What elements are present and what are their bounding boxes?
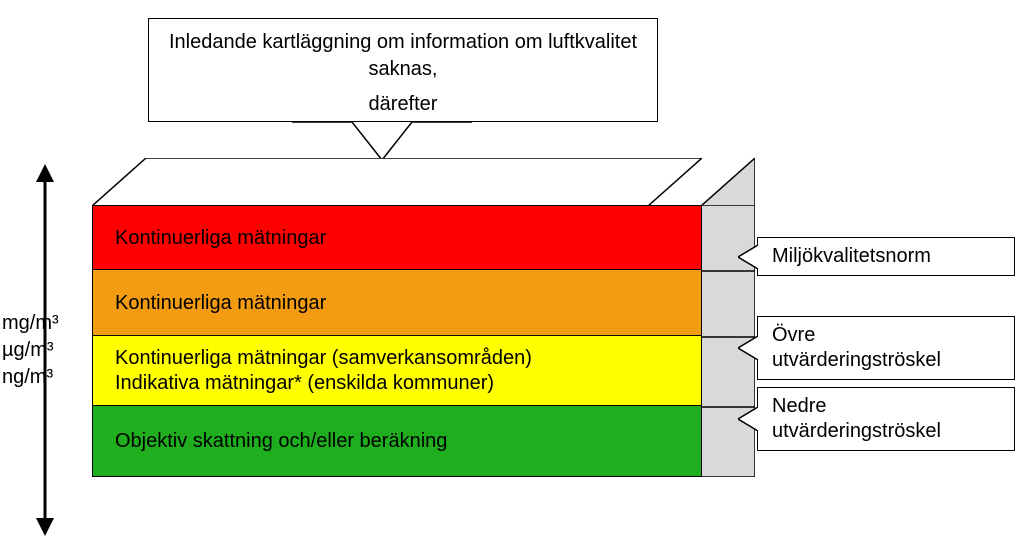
unit-ug: µg/m³ (2, 337, 59, 364)
unit-ng: ng/m³ (2, 364, 59, 391)
right-label-3: Nedre utvärderingströskel (757, 387, 1015, 451)
block-top3d (92, 158, 702, 206)
right-label-3-text-a: Nedre (772, 394, 1000, 419)
notch-icon (738, 336, 758, 360)
right-label-1-text: Miljökvalitetsnorm (772, 244, 1000, 269)
notch-icon (738, 407, 758, 431)
right-label-1: Miljökvalitetsnorm (757, 237, 1015, 276)
layer-3-text-b: Indikativa mätningar* (enskilda kommuner… (115, 371, 494, 396)
right-label-3-text-b: utvärderingströskel (772, 419, 1000, 444)
notch-icon (738, 245, 758, 269)
unit-mg: mg/m³ (2, 310, 59, 337)
layer-3: Kontinuerliga mätningar (samverkansområd… (92, 335, 702, 407)
callout-line1: Inledande kartläggning om information om… (167, 29, 639, 83)
layer-2-text: Kontinuerliga mätningar (115, 291, 326, 316)
layer-4: Objektiv skattning och/eller beräkning (92, 405, 702, 477)
callout-top: Inledande kartläggning om information om… (148, 18, 658, 122)
units-label: mg/m³ µg/m³ ng/m³ (2, 310, 59, 391)
layer-3-text-a: Kontinuerliga mätningar (samverkansområd… (115, 346, 532, 371)
callout-line2: därefter (167, 91, 639, 118)
right-label-2-text-b: utvärderingströskel (772, 348, 1000, 373)
layer-4-text: Objektiv skattning och/eller beräkning (115, 429, 447, 454)
block-side-top (701, 158, 755, 206)
layer-1: Kontinuerliga mätningar (92, 205, 702, 271)
right-label-2: Övre utvärderingströskel (757, 316, 1015, 380)
right-label-2-text-a: Övre (772, 323, 1000, 348)
layer-2: Kontinuerliga mätningar (92, 269, 702, 337)
layer-1-text: Kontinuerliga mätningar (115, 226, 326, 251)
